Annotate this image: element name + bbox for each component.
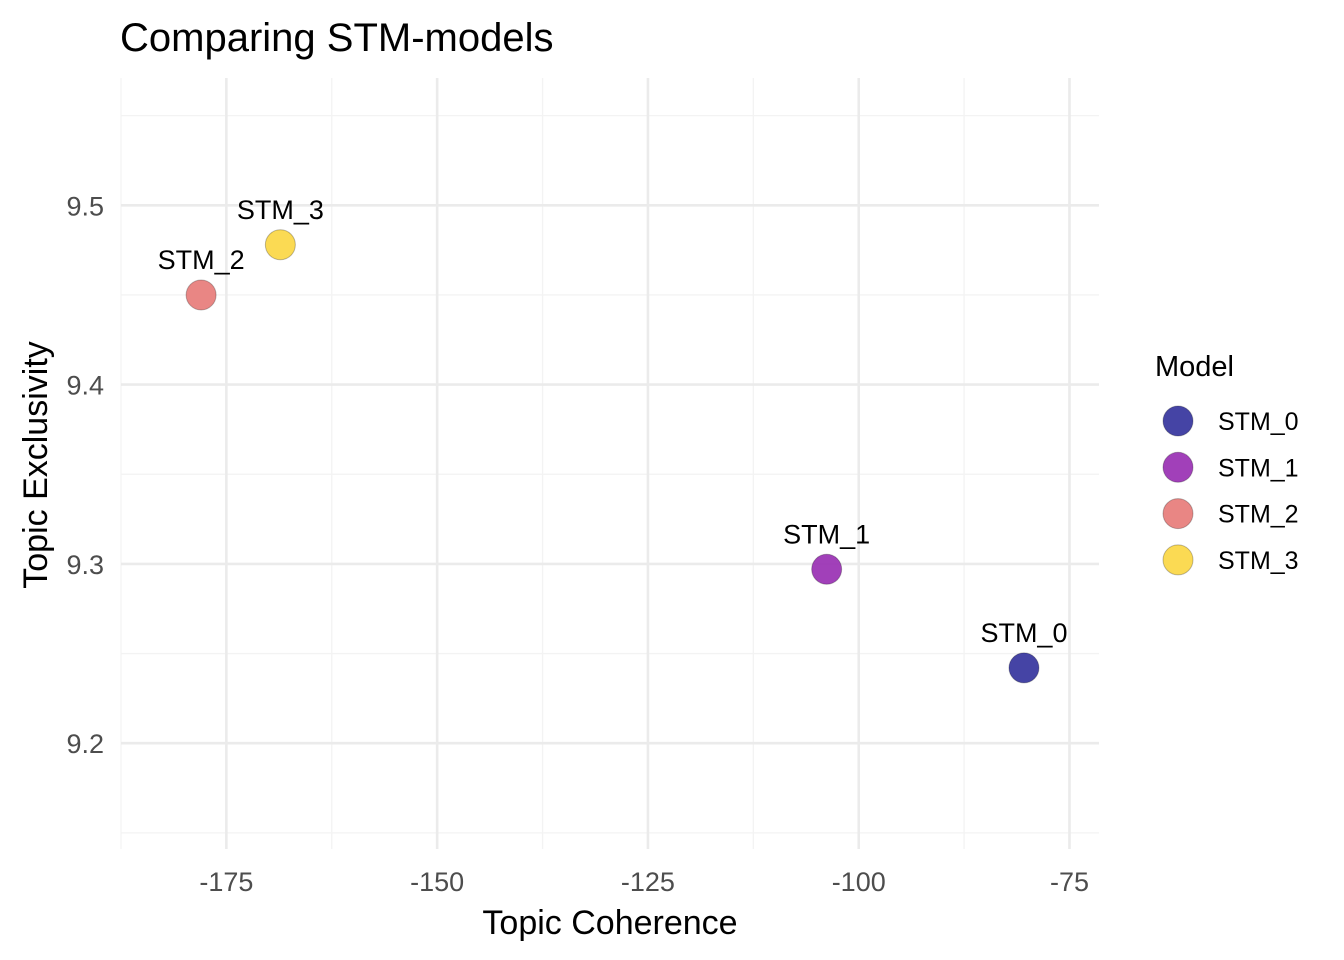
legend-key xyxy=(1162,405,1194,437)
legend: Model STM_0 STM_1 STM_2 STM_3 xyxy=(1155,351,1299,576)
data-points: STM_0 STM_1 STM_2 STM_3 xyxy=(158,195,1067,684)
grid xyxy=(120,78,1099,849)
data-point xyxy=(1008,652,1040,684)
legend-title: Model xyxy=(1155,351,1234,383)
legend-label: STM_1 xyxy=(1218,454,1299,482)
legend-label: STM_2 xyxy=(1218,501,1299,529)
y-tick-label: 9.2 xyxy=(66,729,104,759)
legend-label: STM_3 xyxy=(1218,547,1299,575)
point-label: STM_1 xyxy=(783,519,870,549)
y-axis-ticks: 9.2 9.3 9.4 9.5 xyxy=(66,191,104,759)
data-point xyxy=(185,279,217,311)
x-tick-label: -100 xyxy=(832,867,886,897)
legend-key xyxy=(1162,544,1194,576)
x-axis-ticks: -175 -150 -125 -100 -75 xyxy=(199,867,1089,897)
y-axis-title: Topic Exclusivity xyxy=(17,341,55,589)
x-axis-title: Topic Coherence xyxy=(482,904,737,942)
chart-title: Comparing STM-models xyxy=(120,16,553,60)
point-label: STM_3 xyxy=(237,195,324,225)
x-tick-label: -150 xyxy=(410,867,464,897)
x-tick-label: -175 xyxy=(199,867,253,897)
y-tick-label: 9.4 xyxy=(66,371,104,401)
point-label: STM_0 xyxy=(980,618,1067,648)
legend-key xyxy=(1162,498,1194,530)
y-tick-label: 9.5 xyxy=(66,191,104,221)
data-point xyxy=(811,553,843,585)
legend-key xyxy=(1162,451,1194,483)
point-label: STM_2 xyxy=(158,245,245,275)
legend-label: STM_0 xyxy=(1218,408,1299,436)
x-tick-label: -125 xyxy=(621,867,675,897)
x-tick-label: -75 xyxy=(1050,867,1089,897)
y-tick-label: 9.3 xyxy=(66,550,104,580)
data-point xyxy=(264,229,296,261)
